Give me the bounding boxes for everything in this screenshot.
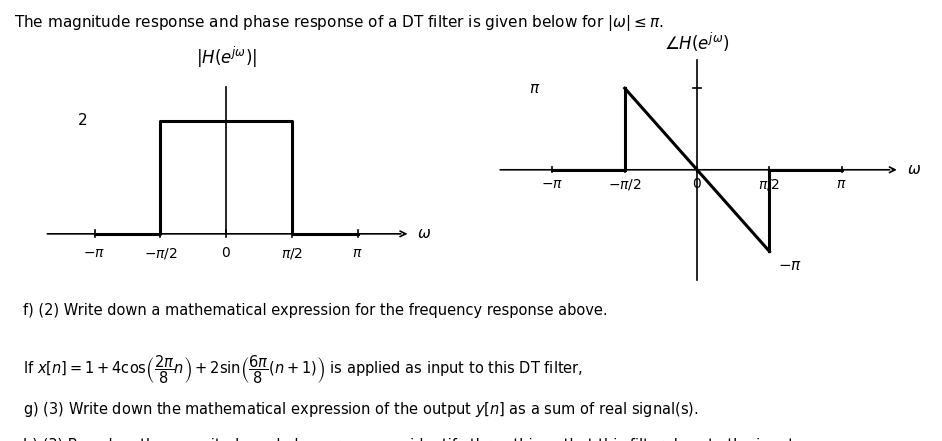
- Text: $0$: $0$: [221, 246, 231, 260]
- Text: $\pi$: $\pi$: [352, 246, 363, 260]
- Text: $|H(e^{j\omega})|$: $|H(e^{j\omega})|$: [196, 45, 256, 70]
- Text: 2: 2: [78, 113, 88, 128]
- Text: $\omega$: $\omega$: [416, 226, 430, 241]
- Text: The magnitude response and phase response of a DT filter is given below for $|\o: The magnitude response and phase respons…: [14, 13, 664, 33]
- Text: $0$: $0$: [692, 177, 702, 191]
- Text: $-\pi$: $-\pi$: [84, 246, 106, 260]
- Text: $\pi$: $\pi$: [836, 177, 847, 191]
- Text: $-\pi/2$: $-\pi/2$: [608, 177, 642, 192]
- Text: $\pi/2$: $\pi/2$: [758, 177, 780, 192]
- Text: $-\pi$: $-\pi$: [542, 177, 563, 191]
- Text: $-\pi$: $-\pi$: [778, 258, 802, 273]
- Text: g) (3) Write down the mathematical expression of the output $y[n]$ as a sum of r: g) (3) Write down the mathematical expre…: [24, 400, 699, 419]
- Text: If $x[n] = 1 + 4\cos\!\left(\dfrac{2\pi}{8}n\right) + 2\sin\!\left(\dfrac{6\pi}{: If $x[n] = 1 + 4\cos\!\left(\dfrac{2\pi}…: [24, 354, 583, 386]
- Text: $\pi/2$: $\pi/2$: [281, 246, 302, 261]
- Text: $\angle H(e^{j\omega})$: $\angle H(e^{j\omega})$: [664, 31, 730, 54]
- Text: $\pi$: $\pi$: [529, 81, 541, 96]
- Text: $\omega$: $\omega$: [907, 162, 921, 177]
- Text: h) (3) Based on the magnitude and phase response, identify three things that thi: h) (3) Based on the magnitude and phase …: [24, 438, 799, 441]
- Text: f) (2) Write down a mathematical expression for the frequency response above.: f) (2) Write down a mathematical express…: [24, 303, 608, 318]
- Text: $-\pi/2$: $-\pi/2$: [143, 246, 177, 261]
